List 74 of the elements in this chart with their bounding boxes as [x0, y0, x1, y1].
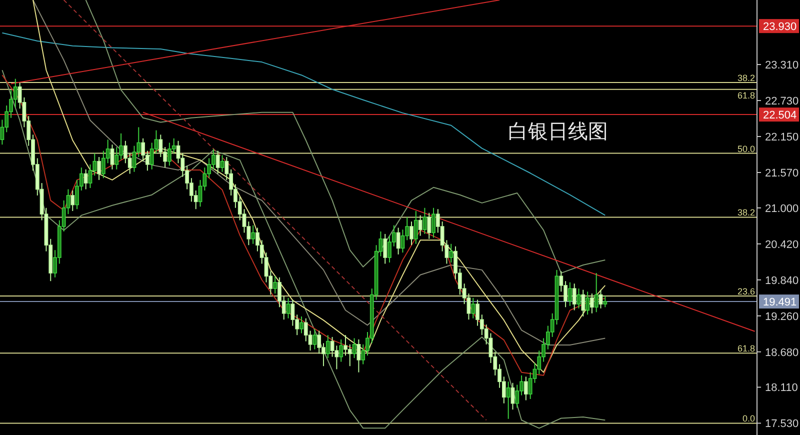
- y-tick-label: 19.840: [765, 274, 799, 287]
- candlestick: [572, 283, 576, 311]
- candlestick: [84, 168, 88, 190]
- annotation: 61.8: [737, 344, 755, 354]
- candlestick: [586, 291, 590, 316]
- annotation: 38.2: [737, 73, 755, 84]
- annotation: 61.8: [737, 90, 755, 100]
- y-tick-label: 23.310: [765, 60, 799, 72]
- candlestick: [348, 344, 352, 367]
- candlestick: [290, 299, 295, 326]
- text: 白银日线图: [508, 119, 608, 143]
- candlestick: [330, 336, 334, 358]
- ref-line-label: 23.930: [763, 21, 797, 34]
- annotation: 50.0: [737, 144, 755, 154]
- y-tick-label: 20.420: [765, 238, 799, 251]
- candlestick: [220, 154, 224, 172]
- candlestick: [598, 289, 603, 309]
- candlestick: [97, 156, 101, 180]
- line-series: [2, 74, 606, 376]
- y-tick-label: 22.150: [765, 132, 799, 144]
- candlestick: [515, 384, 520, 408]
- y-tick-label: 19.260: [765, 310, 799, 323]
- candlestick: [410, 221, 414, 246]
- candlestick: [317, 330, 322, 354]
- candlestick: [427, 212, 432, 240]
- candlestick: [603, 296, 608, 308]
- candlestick: [70, 190, 75, 212]
- y-tick-label: 17.530: [765, 418, 799, 430]
- candlestick: [326, 334, 330, 359]
- candlestick: [432, 207, 436, 238]
- candlestick: [216, 150, 220, 174]
- candlestick: [581, 289, 586, 317]
- candlestick: [576, 288, 581, 309]
- candlestick: [400, 229, 405, 254]
- y-tick-label: 21.570: [765, 168, 799, 180]
- candlestick: [273, 276, 278, 294]
- line-series: [2, 32, 606, 216]
- candlestick: [158, 134, 163, 158]
- annotation: 0.0: [742, 414, 755, 424]
- candlestick: [471, 297, 476, 319]
- candlestick: [414, 210, 418, 244]
- candlestick: [568, 282, 572, 306]
- annotation: 38.2: [737, 208, 755, 218]
- candlestick: [449, 243, 454, 263]
- candlestick: [524, 376, 528, 401]
- candlestick: [383, 233, 388, 264]
- candlestick: [339, 338, 344, 362]
- y-tick-label: 21.000: [765, 202, 799, 215]
- candlestick: [312, 328, 317, 350]
- candlestick: [88, 164, 92, 189]
- candlestick: [110, 144, 114, 170]
- candlestick: [510, 382, 515, 410]
- y-tick-label: 18.680: [765, 346, 799, 359]
- ref-line-label: 19.491: [763, 296, 797, 309]
- candlestick: [132, 145, 136, 172]
- candlestick: [304, 318, 308, 342]
- candlestick: [286, 297, 290, 319]
- candlestick: [251, 224, 256, 244]
- line-series: [2, 70, 606, 429]
- y-tick-label: 18.110: [765, 382, 798, 394]
- candlestick: [506, 381, 510, 420]
- y-tick-label: 22.730: [765, 96, 799, 108]
- candlestick: [356, 338, 361, 373]
- ref-line-label: 22.504: [763, 110, 797, 122]
- candlestick: [418, 214, 422, 236]
- candlestick: [594, 272, 598, 313]
- candlestick: [352, 338, 356, 359]
- annotation: 23.6: [737, 286, 755, 296]
- candlestick: [13, 78, 18, 108]
- candlestick: [590, 293, 594, 314]
- line-series: [85, 0, 606, 274]
- candlestick: [422, 207, 427, 234]
- candlestick: [114, 146, 119, 170]
- candlestick: [300, 316, 304, 334]
